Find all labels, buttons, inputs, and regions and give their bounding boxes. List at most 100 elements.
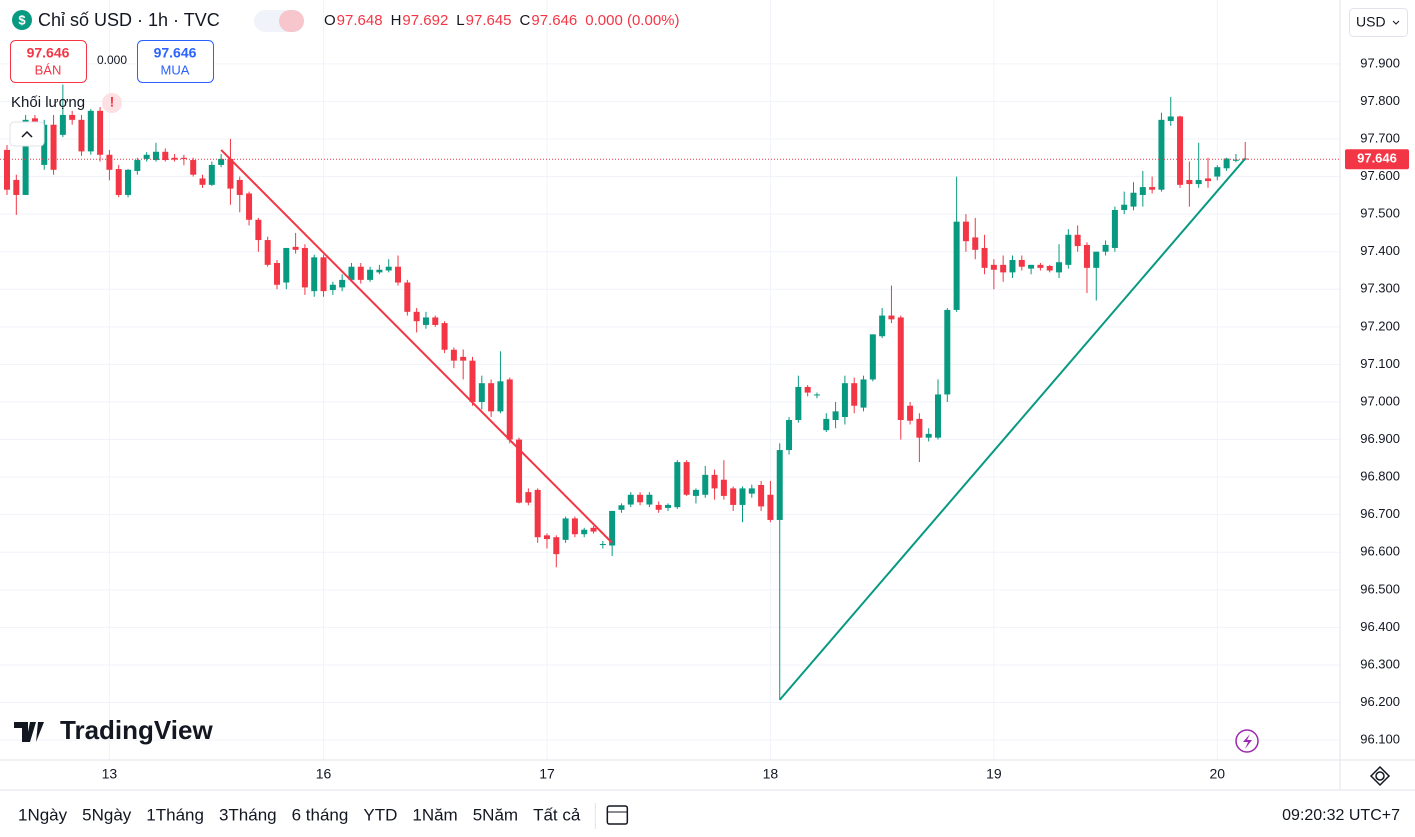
buy-button[interactable] xyxy=(137,40,214,83)
candle-body xyxy=(97,110,104,155)
candle-body xyxy=(879,315,886,337)
candle-body xyxy=(990,264,997,270)
symbol-icon-text: $ xyxy=(18,12,26,27)
candle-body xyxy=(1195,179,1202,185)
candle-body xyxy=(460,356,467,361)
currency-button[interactable] xyxy=(1349,8,1408,37)
clock: 09:20:32 UTC+7 xyxy=(1282,807,1400,824)
candle-body xyxy=(1102,244,1109,252)
y-tick-label: 96.700 xyxy=(1360,506,1400,521)
calendar-icon[interactable] xyxy=(606,805,629,825)
range-button[interactable]: 5Năm xyxy=(473,805,518,824)
candle-body xyxy=(236,179,243,195)
collapse-button[interactable] xyxy=(9,121,45,147)
candle-body xyxy=(1139,187,1146,195)
sell-button[interactable] xyxy=(10,40,87,83)
buy-label: MUA xyxy=(161,62,190,77)
candle-body xyxy=(152,151,159,161)
volume-warning-mark: ! xyxy=(110,94,115,110)
candle-body xyxy=(618,505,625,510)
candle-body xyxy=(767,494,774,520)
candle-body xyxy=(1204,178,1211,182)
x-tick-label: 18 xyxy=(763,766,779,782)
candle-body xyxy=(832,411,839,421)
candle-body xyxy=(264,240,271,265)
candle-body xyxy=(925,433,932,438)
candle-body xyxy=(311,257,318,292)
legend-key: L xyxy=(456,12,464,29)
candle-body xyxy=(69,114,76,120)
candle-body xyxy=(646,494,653,505)
candle-body xyxy=(255,219,262,241)
candle-body xyxy=(162,151,169,161)
candle-body xyxy=(516,439,523,503)
candle-body xyxy=(50,124,57,170)
range-button[interactable]: 3Tháng xyxy=(219,805,277,824)
candle-body xyxy=(450,349,457,361)
candle-body xyxy=(935,394,941,438)
candle-body xyxy=(683,462,690,495)
candle-body xyxy=(143,154,150,159)
candle-body xyxy=(674,462,681,508)
candle-body xyxy=(506,379,513,440)
candle-body xyxy=(795,386,802,421)
x-tick-label: 19 xyxy=(986,766,1002,782)
candle-body xyxy=(78,119,85,152)
candle-body xyxy=(329,284,336,291)
candle-body xyxy=(1214,167,1221,177)
candle-body xyxy=(367,269,374,280)
candle-body xyxy=(534,489,541,538)
lightning-icon xyxy=(1235,729,1259,753)
candle-body xyxy=(860,379,867,408)
candle-body xyxy=(804,386,811,393)
candle-body xyxy=(543,535,550,540)
range-button[interactable]: 5Ngày xyxy=(82,805,132,824)
sell-price: 97.646 xyxy=(27,45,70,61)
candle-body xyxy=(1111,210,1118,248)
candle-body xyxy=(813,394,820,396)
volume-warning xyxy=(102,93,122,113)
candle-body xyxy=(599,543,606,545)
y-tick-label: 96.600 xyxy=(1360,544,1400,559)
y-tick-label: 97.100 xyxy=(1360,356,1400,371)
candle-body xyxy=(208,164,215,185)
range-button[interactable]: 1Năm xyxy=(412,805,457,824)
candle-body xyxy=(841,383,848,418)
candle-body xyxy=(1037,264,1044,268)
candle-body xyxy=(125,169,132,195)
compare-toggle-on[interactable] xyxy=(279,10,304,32)
candle-body xyxy=(1130,192,1137,207)
range-button[interactable]: 1Tháng xyxy=(146,805,204,824)
candle-body xyxy=(776,450,783,520)
candle-body xyxy=(1177,116,1184,185)
y-tick-label: 97.900 xyxy=(1360,55,1400,70)
candle-body xyxy=(897,317,904,421)
range-button[interactable]: YTD xyxy=(363,805,397,824)
y-tick-label: 97.200 xyxy=(1360,318,1400,333)
candle-body xyxy=(590,527,597,532)
range-button[interactable]: 6 tháng xyxy=(292,805,349,824)
candle-body xyxy=(739,488,746,505)
candle-body xyxy=(441,323,448,350)
chart-title: Chỉ số USD · 1h · TVC xyxy=(38,10,220,30)
candle-body xyxy=(497,381,504,412)
watermark-logo xyxy=(14,722,44,742)
y-tick-label: 96.200 xyxy=(1360,694,1400,709)
candle-body xyxy=(823,418,830,431)
candle-body xyxy=(525,492,532,503)
watermark: TradingView xyxy=(60,715,213,745)
y-tick-label: 97.300 xyxy=(1360,281,1400,296)
candle-body xyxy=(553,537,560,555)
y-tick-label: 97.600 xyxy=(1360,168,1400,183)
candle-body xyxy=(404,282,411,312)
legend-key: C xyxy=(520,12,531,29)
candle-body xyxy=(422,317,429,325)
candle-body xyxy=(413,311,420,322)
candle-body xyxy=(571,518,578,535)
settings-gear xyxy=(1369,765,1391,787)
candle-body xyxy=(665,504,672,508)
candle-body xyxy=(758,485,765,507)
range-button[interactable]: Tất cả xyxy=(533,805,581,824)
range-button[interactable]: 1Ngày xyxy=(18,805,68,824)
